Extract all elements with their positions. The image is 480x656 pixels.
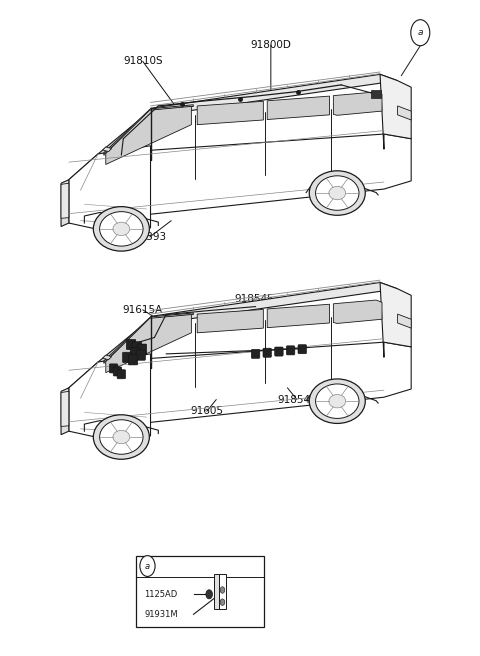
FancyBboxPatch shape bbox=[214, 574, 219, 609]
FancyBboxPatch shape bbox=[126, 339, 136, 350]
Polygon shape bbox=[61, 183, 69, 218]
Ellipse shape bbox=[329, 186, 346, 199]
Polygon shape bbox=[69, 342, 411, 431]
Ellipse shape bbox=[100, 420, 143, 454]
Text: 91615A: 91615A bbox=[122, 305, 163, 315]
Polygon shape bbox=[106, 106, 192, 165]
FancyBboxPatch shape bbox=[137, 344, 147, 354]
Circle shape bbox=[206, 590, 213, 599]
Polygon shape bbox=[397, 314, 411, 328]
Circle shape bbox=[140, 556, 155, 577]
FancyBboxPatch shape bbox=[372, 91, 381, 98]
Ellipse shape bbox=[329, 394, 346, 408]
Polygon shape bbox=[104, 313, 193, 363]
Text: 91393: 91393 bbox=[133, 232, 167, 242]
Ellipse shape bbox=[309, 171, 365, 215]
Ellipse shape bbox=[113, 222, 130, 236]
Polygon shape bbox=[103, 147, 112, 152]
Polygon shape bbox=[61, 180, 69, 226]
Circle shape bbox=[220, 599, 225, 605]
Polygon shape bbox=[69, 134, 411, 223]
Polygon shape bbox=[267, 96, 329, 119]
FancyBboxPatch shape bbox=[130, 348, 140, 358]
Polygon shape bbox=[151, 74, 397, 114]
Polygon shape bbox=[197, 101, 264, 125]
Circle shape bbox=[220, 586, 225, 593]
Text: 91605: 91605 bbox=[190, 406, 223, 417]
Text: 91800D: 91800D bbox=[251, 40, 291, 50]
Text: 91854F: 91854F bbox=[235, 294, 274, 304]
FancyBboxPatch shape bbox=[117, 370, 126, 379]
Text: 91931M: 91931M bbox=[144, 610, 178, 619]
Polygon shape bbox=[151, 283, 397, 322]
FancyBboxPatch shape bbox=[128, 354, 138, 365]
Polygon shape bbox=[267, 304, 329, 327]
Polygon shape bbox=[334, 300, 382, 323]
Ellipse shape bbox=[315, 176, 359, 211]
FancyBboxPatch shape bbox=[219, 574, 226, 609]
Text: a: a bbox=[418, 28, 423, 37]
Polygon shape bbox=[69, 354, 151, 445]
Polygon shape bbox=[61, 388, 69, 435]
Polygon shape bbox=[380, 74, 411, 150]
Polygon shape bbox=[103, 355, 112, 359]
Polygon shape bbox=[61, 392, 69, 426]
Polygon shape bbox=[397, 106, 411, 120]
Text: 91810S: 91810S bbox=[123, 56, 163, 66]
Ellipse shape bbox=[93, 207, 149, 251]
FancyBboxPatch shape bbox=[286, 346, 295, 355]
FancyBboxPatch shape bbox=[122, 352, 132, 363]
FancyBboxPatch shape bbox=[113, 367, 122, 376]
Ellipse shape bbox=[315, 384, 359, 419]
Ellipse shape bbox=[309, 379, 365, 423]
FancyBboxPatch shape bbox=[263, 348, 272, 358]
FancyBboxPatch shape bbox=[132, 342, 142, 352]
Polygon shape bbox=[380, 283, 411, 358]
Polygon shape bbox=[103, 321, 163, 365]
Text: a: a bbox=[145, 562, 150, 571]
Polygon shape bbox=[69, 146, 151, 237]
Polygon shape bbox=[104, 105, 193, 155]
Polygon shape bbox=[103, 113, 163, 157]
FancyBboxPatch shape bbox=[298, 344, 307, 354]
Text: 91854E: 91854E bbox=[277, 394, 317, 405]
FancyBboxPatch shape bbox=[252, 350, 260, 358]
FancyBboxPatch shape bbox=[136, 350, 145, 360]
Polygon shape bbox=[98, 111, 166, 158]
FancyBboxPatch shape bbox=[136, 556, 264, 627]
FancyBboxPatch shape bbox=[275, 347, 283, 356]
Ellipse shape bbox=[93, 415, 149, 459]
Ellipse shape bbox=[113, 430, 130, 443]
Circle shape bbox=[411, 20, 430, 46]
Ellipse shape bbox=[100, 212, 143, 246]
Polygon shape bbox=[334, 92, 382, 115]
Text: 1125AD: 1125AD bbox=[144, 590, 178, 599]
FancyBboxPatch shape bbox=[109, 364, 118, 373]
Polygon shape bbox=[98, 319, 166, 366]
Polygon shape bbox=[106, 314, 192, 373]
Polygon shape bbox=[197, 310, 264, 333]
